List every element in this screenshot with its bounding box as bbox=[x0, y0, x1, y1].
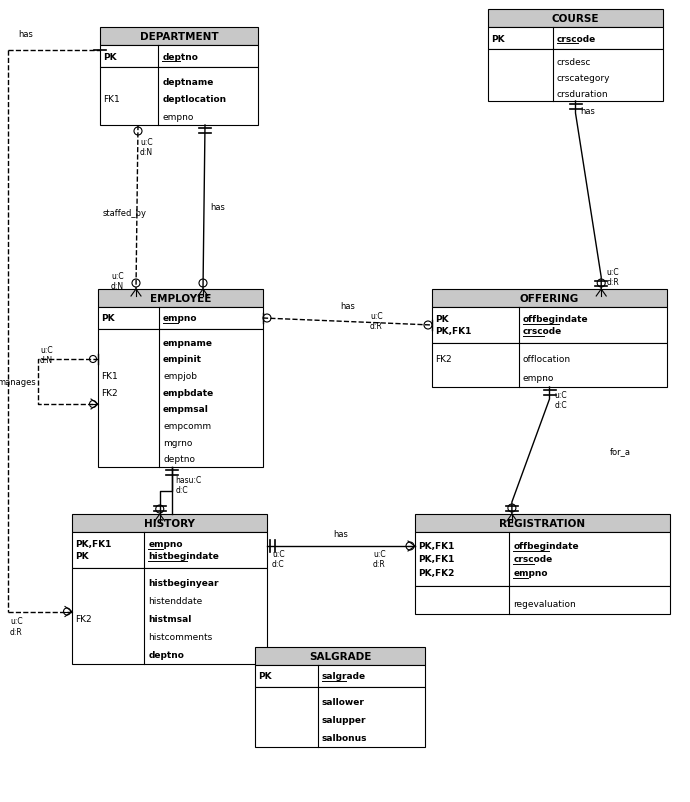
Text: SALGRADE: SALGRADE bbox=[309, 651, 371, 661]
Bar bbox=[98, 330, 263, 468]
Text: salbonus: salbonus bbox=[322, 734, 367, 743]
Text: empno: empno bbox=[163, 314, 197, 323]
Text: empjob: empjob bbox=[163, 371, 197, 381]
Bar bbox=[100, 28, 258, 46]
Bar bbox=[255, 665, 425, 687]
Text: DEPARTMENT: DEPARTMENT bbox=[139, 32, 218, 42]
Bar bbox=[488, 50, 663, 102]
Text: mgrno: mgrno bbox=[163, 438, 193, 447]
Text: u:C
d:C: u:C d:C bbox=[555, 391, 567, 410]
Text: PK,FK1: PK,FK1 bbox=[418, 541, 455, 550]
Text: offlocation: offlocation bbox=[523, 354, 571, 363]
Text: u:C
d:C: u:C d:C bbox=[272, 549, 284, 569]
Text: hasu:C
d:C: hasu:C d:C bbox=[175, 476, 201, 495]
Text: FK2: FK2 bbox=[75, 614, 92, 623]
Bar bbox=[98, 290, 263, 308]
Text: deptno: deptno bbox=[148, 650, 184, 659]
Text: crscode: crscode bbox=[557, 34, 596, 43]
Text: staffed_by: staffed_by bbox=[103, 209, 147, 217]
Text: regevaluation: regevaluation bbox=[513, 599, 576, 608]
Text: deptno: deptno bbox=[162, 52, 198, 62]
Text: crscode: crscode bbox=[513, 555, 553, 564]
Text: has: has bbox=[18, 30, 33, 39]
Bar bbox=[255, 647, 425, 665]
Text: REGISTRATION: REGISTRATION bbox=[500, 518, 586, 529]
Bar bbox=[72, 569, 267, 664]
Text: histcomments: histcomments bbox=[148, 633, 213, 642]
Bar bbox=[488, 10, 663, 28]
Text: histenddate: histenddate bbox=[148, 597, 202, 606]
Text: OFFERING: OFFERING bbox=[520, 294, 579, 304]
Text: histmsal: histmsal bbox=[148, 614, 192, 623]
Bar bbox=[72, 514, 267, 533]
Text: offbegindate: offbegindate bbox=[523, 315, 589, 324]
Bar bbox=[100, 46, 258, 68]
Text: u:C
d:R: u:C d:R bbox=[607, 268, 619, 287]
Text: sallower: sallower bbox=[322, 697, 365, 707]
Text: histbeginyear: histbeginyear bbox=[148, 578, 219, 587]
Text: crscode: crscode bbox=[523, 327, 562, 336]
Text: empno: empno bbox=[148, 540, 183, 549]
Text: has: has bbox=[333, 529, 348, 538]
Text: has: has bbox=[210, 203, 225, 213]
Text: PK: PK bbox=[101, 314, 115, 323]
Text: u:C
d:R: u:C d:R bbox=[373, 549, 386, 569]
Text: empno: empno bbox=[523, 374, 554, 383]
Text: PK: PK bbox=[103, 52, 117, 62]
Text: deptname: deptname bbox=[162, 78, 214, 87]
Text: COURSE: COURSE bbox=[552, 14, 599, 24]
Text: empinit: empinit bbox=[163, 355, 202, 364]
Text: u:C
d:N: u:C d:N bbox=[40, 346, 53, 365]
Text: empcomm: empcomm bbox=[163, 421, 211, 431]
Text: empname: empname bbox=[163, 338, 213, 347]
Bar bbox=[432, 343, 667, 387]
Text: FK1: FK1 bbox=[103, 95, 120, 104]
Text: manages: manages bbox=[0, 378, 36, 387]
Text: FK1: FK1 bbox=[101, 371, 118, 381]
Text: PK,FK1: PK,FK1 bbox=[418, 555, 455, 564]
Text: PK: PK bbox=[75, 552, 88, 561]
Text: has: has bbox=[580, 107, 595, 115]
Text: crsdesc: crsdesc bbox=[557, 58, 591, 67]
Text: offbegindate: offbegindate bbox=[513, 541, 579, 550]
Text: deptno: deptno bbox=[163, 455, 195, 464]
Text: PK: PK bbox=[435, 315, 448, 324]
Text: u:C
d:N: u:C d:N bbox=[111, 272, 124, 291]
Text: histbegindate: histbegindate bbox=[148, 552, 219, 561]
Text: PK,FK1: PK,FK1 bbox=[435, 327, 471, 336]
Text: FK2: FK2 bbox=[435, 354, 452, 363]
Text: crsduration: crsduration bbox=[557, 90, 609, 99]
Bar bbox=[432, 290, 667, 308]
Text: PK: PK bbox=[258, 671, 272, 681]
Text: salgrade: salgrade bbox=[322, 671, 366, 681]
Text: HISTORY: HISTORY bbox=[144, 518, 195, 529]
Text: PK,FK1: PK,FK1 bbox=[75, 540, 111, 549]
Bar bbox=[255, 687, 425, 747]
Text: FK2: FK2 bbox=[101, 388, 117, 397]
Text: salupper: salupper bbox=[322, 715, 366, 724]
Bar bbox=[98, 308, 263, 330]
Bar bbox=[100, 68, 258, 126]
Text: PK: PK bbox=[491, 34, 504, 43]
Text: crscategory: crscategory bbox=[557, 74, 610, 83]
Text: empmsal: empmsal bbox=[163, 405, 209, 414]
Text: deptlocation: deptlocation bbox=[162, 95, 226, 104]
Text: empno: empno bbox=[513, 569, 548, 577]
Text: has: has bbox=[340, 302, 355, 310]
Bar bbox=[415, 586, 670, 614]
Bar bbox=[432, 308, 667, 343]
Bar bbox=[72, 533, 267, 569]
Text: u:C
d:N: u:C d:N bbox=[140, 138, 153, 157]
Text: PK,FK2: PK,FK2 bbox=[418, 569, 455, 577]
Text: empno: empno bbox=[162, 112, 194, 122]
Text: u:C
d:R: u:C d:R bbox=[10, 617, 23, 636]
Bar bbox=[415, 514, 670, 533]
Text: for_a: for_a bbox=[609, 447, 631, 456]
Text: empbdate: empbdate bbox=[163, 388, 215, 397]
Bar bbox=[415, 533, 670, 586]
Text: u:C
d:R: u:C d:R bbox=[370, 312, 383, 331]
Text: EMPLOYEE: EMPLOYEE bbox=[150, 294, 211, 304]
Bar bbox=[488, 28, 663, 50]
